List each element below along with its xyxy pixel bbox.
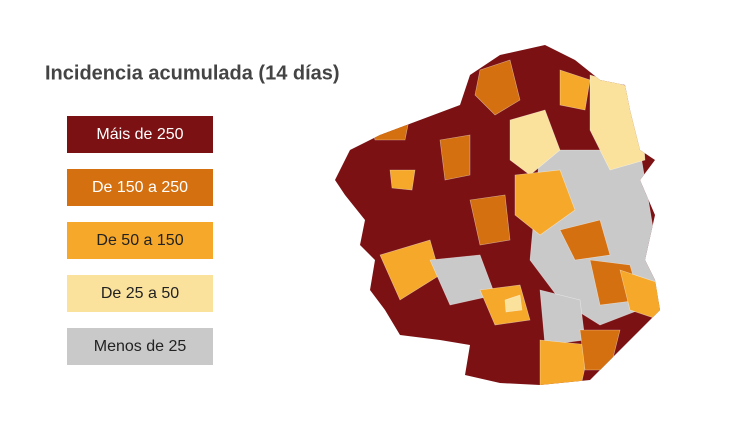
region	[514, 169, 576, 236]
legend: Máis de 250 De 150 a 250 De 50 a 150 De 25 …	[67, 116, 213, 365]
region	[474, 59, 521, 116]
legend-label: De 150 a 250	[92, 179, 188, 196]
region	[504, 294, 523, 313]
region	[559, 69, 591, 111]
legend-swatch	[67, 222, 213, 259]
legend-swatch	[67, 169, 213, 206]
region	[539, 339, 591, 385]
legend-label: Menos de 25	[94, 338, 187, 355]
legend-label: Máis de 250	[96, 126, 183, 143]
legend-label: De 50 a 150	[96, 232, 183, 249]
region	[439, 134, 471, 181]
title: Incidencia acumulada (14 días)	[45, 62, 340, 84]
region	[509, 109, 561, 176]
region	[389, 169, 416, 191]
legend-swatch	[67, 328, 213, 365]
region	[469, 194, 511, 246]
legend-swatch	[67, 275, 213, 312]
region	[619, 269, 660, 321]
region	[479, 284, 531, 326]
legend-label: De 25 a 50	[101, 285, 179, 302]
legend-swatch	[67, 116, 213, 153]
region	[559, 219, 611, 261]
